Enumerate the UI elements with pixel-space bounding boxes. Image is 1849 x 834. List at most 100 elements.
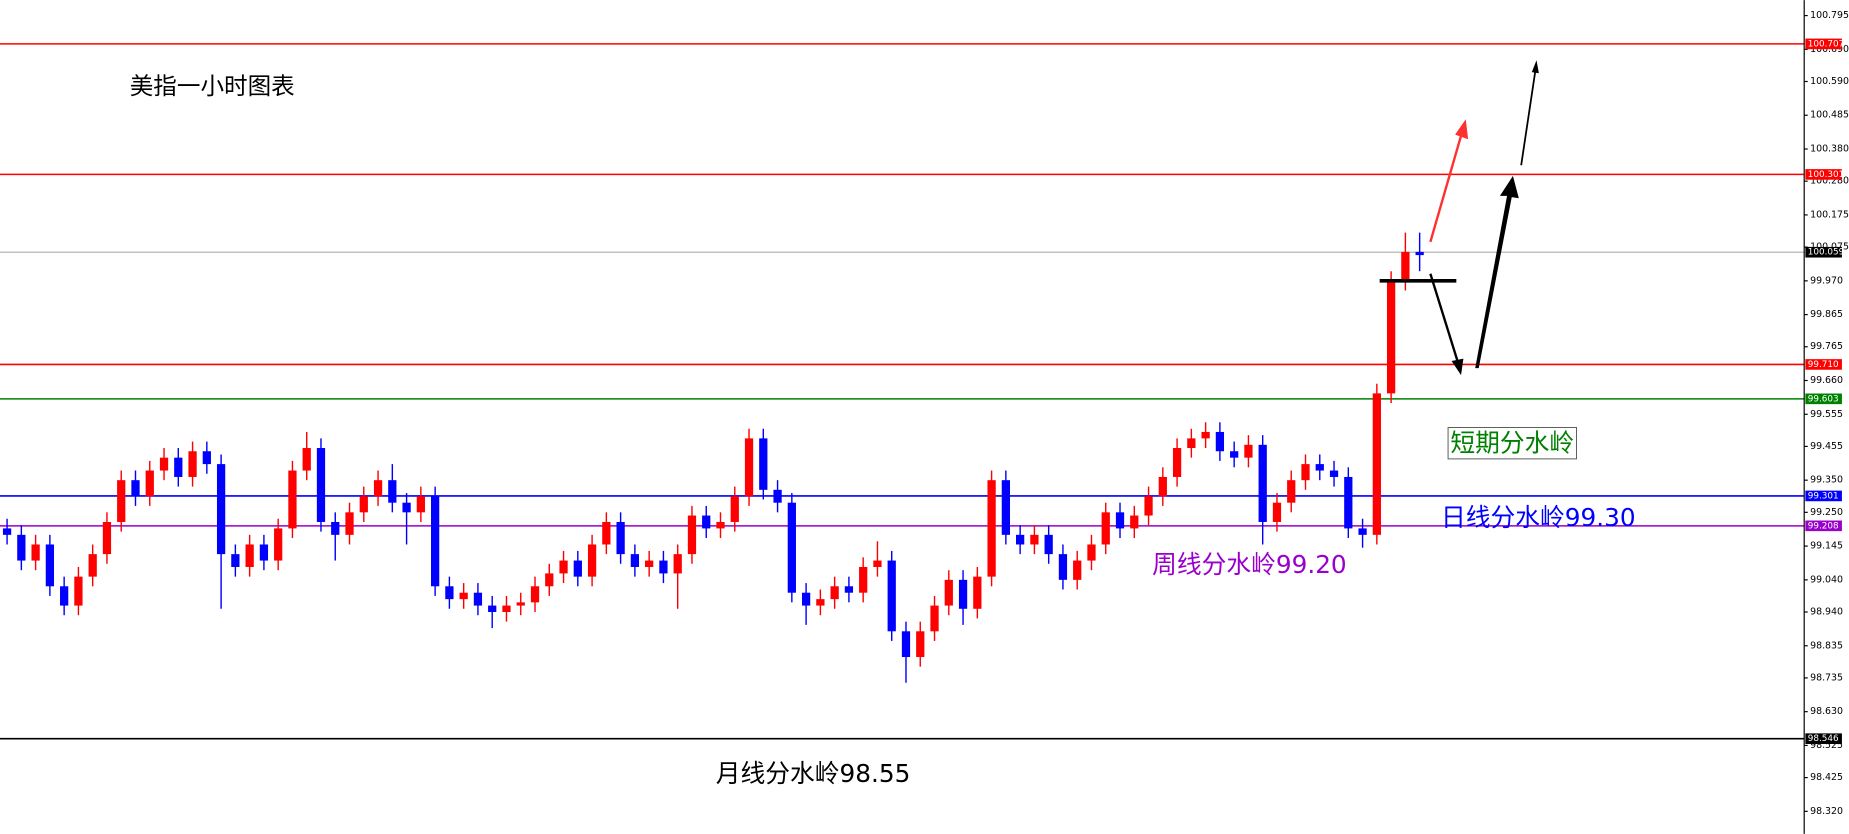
candle-body (687, 515, 697, 555)
y-tick-label: 100.485 (1810, 110, 1849, 121)
level-tag (1805, 733, 1842, 744)
candle-body (17, 534, 26, 561)
candle-body (873, 560, 882, 567)
candle-body (159, 457, 169, 471)
candle-body (987, 480, 996, 577)
level-tag (1805, 359, 1842, 370)
candle-body (388, 480, 397, 503)
candle-body (88, 554, 97, 577)
candle-body (573, 560, 582, 577)
candle-body (2, 528, 12, 535)
candle-body (816, 599, 825, 606)
level-tag-label: 99.710 (1808, 360, 1839, 370)
candle-body (188, 451, 197, 477)
annotation-box (1447, 427, 1578, 460)
level-annotation: 周线分水岭99.20 (1152, 550, 1347, 579)
candle-body (1158, 476, 1167, 497)
candle-body (1329, 470, 1339, 477)
candle-body (231, 554, 240, 567)
candle-body (1301, 464, 1310, 481)
level-tag-label: 98.546 (1808, 734, 1839, 744)
candle-body (316, 448, 326, 522)
candle-body (1244, 444, 1253, 458)
candle-body (131, 480, 140, 497)
candle-body (716, 521, 725, 529)
candle-body (973, 576, 982, 609)
candle-body (958, 579, 968, 609)
level-tag (1805, 246, 1842, 258)
chart-title: 美指一小时图表 (130, 72, 295, 100)
candle-body (616, 521, 625, 555)
candle-body (402, 502, 411, 513)
candle-body (1401, 251, 1410, 281)
level-annotation: 月线分水岭98.55 (716, 759, 911, 788)
candle-body (1230, 451, 1239, 458)
y-tick-label: 99.250 (1810, 507, 1843, 518)
y-tick-label: 98.320 (1810, 806, 1843, 817)
candle-body (117, 480, 126, 522)
candle-body (1358, 528, 1367, 535)
level-tag-label: 100.707 (1808, 39, 1845, 49)
candle-body (202, 451, 211, 465)
candle-body (530, 586, 540, 603)
candle-body (174, 457, 183, 477)
candle-body (1073, 560, 1082, 580)
y-tick-label: 99.765 (1810, 341, 1843, 352)
candle-body (459, 592, 468, 600)
candle-body (859, 566, 868, 593)
y-tick-label: 99.040 (1810, 574, 1843, 585)
y-tick-label: 100.795 (1810, 10, 1849, 21)
candle-body (1315, 464, 1324, 471)
candle-body (288, 470, 297, 529)
candle-body (359, 496, 368, 513)
candle-body (1344, 476, 1353, 529)
y-tick-label: 100.280 (1810, 176, 1849, 187)
rally-arrow (1475, 175, 1519, 369)
y-tick-label: 100.590 (1810, 76, 1849, 87)
y-tick-label: 100.380 (1810, 144, 1849, 155)
candle-body (1415, 251, 1424, 256)
level-tag-label: 100.059 (1808, 248, 1845, 258)
candle-body (473, 592, 483, 606)
candle-body (1215, 431, 1225, 452)
y-tick-label: 98.525 (1810, 740, 1843, 751)
candle-body (1272, 502, 1282, 522)
candle-body (1115, 512, 1125, 529)
candle-body (559, 560, 568, 574)
level-tag (1805, 393, 1842, 405)
up-arrow-head (1455, 119, 1469, 140)
level-tag-label: 99.603 (1808, 394, 1839, 404)
candle-body (1058, 554, 1068, 580)
y-tick-label: 98.940 (1810, 607, 1843, 618)
candle-body (1258, 444, 1267, 522)
candle-body (1001, 480, 1010, 535)
level-tag-label: 99.208 (1808, 521, 1839, 531)
candle-body (74, 576, 83, 606)
candle-body (1386, 280, 1396, 394)
candle-body (787, 502, 796, 593)
y-tick-label: 98.835 (1810, 640, 1843, 651)
y-tick-label: 99.455 (1810, 441, 1843, 452)
candle-body (102, 521, 112, 555)
candle-body (916, 631, 925, 658)
candle-body (274, 528, 283, 561)
y-tick-label: 99.970 (1810, 275, 1843, 286)
y-tick-label: 98.735 (1810, 672, 1843, 683)
down-arrow-head (1451, 358, 1464, 376)
candle-body (302, 448, 311, 471)
candle-body (1087, 544, 1096, 561)
candle-body (587, 544, 597, 577)
candle-body (830, 586, 839, 600)
candle-body (773, 489, 782, 503)
candle-body (645, 560, 654, 567)
candle-body (216, 464, 226, 555)
candle-body (602, 521, 611, 545)
y-tick-label: 98.425 (1810, 772, 1843, 783)
candle-body (1044, 534, 1053, 555)
y-tick-label: 99.145 (1810, 541, 1843, 552)
candle-body (245, 544, 254, 567)
candle-body (1201, 431, 1210, 439)
candle-body (901, 631, 911, 658)
candle-body (1287, 480, 1296, 503)
y-tick-label: 99.350 (1810, 475, 1843, 486)
